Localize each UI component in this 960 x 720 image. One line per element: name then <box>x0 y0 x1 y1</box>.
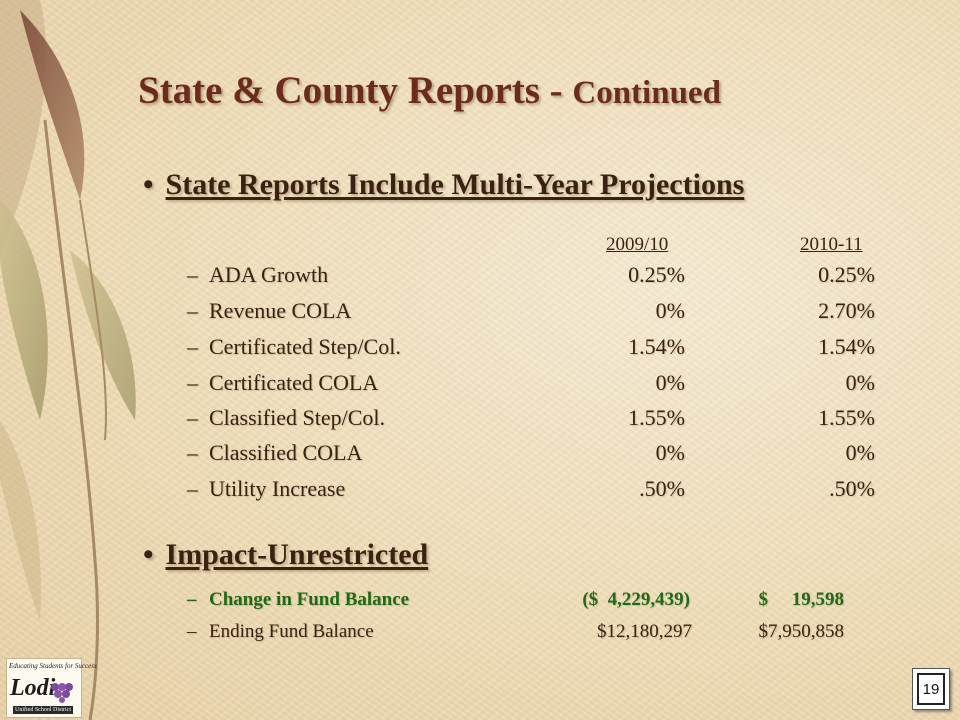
value-2010-11: 1.55% <box>818 405 875 430</box>
bullet-dot-icon: • <box>143 538 154 571</box>
bullet-text: Impact-Unrestricted <box>165 538 429 571</box>
value-2010-11: .50% <box>829 476 875 501</box>
value-2010-11: $ 19,598 <box>758 589 845 610</box>
column-header-2009-10: 2009/10 <box>606 234 669 255</box>
value-2009-10: ($ 4,229,439) <box>582 589 690 610</box>
value-2009-10: 0% <box>655 370 685 395</box>
row-label: Classified COLA <box>209 440 363 465</box>
dash-marker: – <box>187 440 198 465</box>
dash-marker: – <box>187 589 197 610</box>
row-label: Certificated COLA <box>209 370 379 395</box>
dash-marker: – <box>187 405 198 430</box>
value-2009-10: .50% <box>639 476 685 501</box>
dash-marker: – <box>187 621 197 642</box>
row-label: Ending Fund Balance <box>209 621 374 642</box>
row-label: ADA Growth <box>209 262 329 287</box>
value-2009-10: 0% <box>655 440 685 465</box>
row-label: Change in Fund Balance <box>209 589 410 610</box>
leaf-decoration-icon <box>0 0 136 720</box>
slide-title: State & County Reports - Continued <box>138 68 721 113</box>
row-label: Certificated Step/Col. <box>209 334 401 359</box>
value-2009-10: $12,180,297 <box>597 621 692 642</box>
page-number: 19 <box>917 673 945 705</box>
column-header-2010-11: 2010-11 <box>800 234 863 255</box>
bullet-dot-icon: • <box>143 168 154 201</box>
value-2009-10: 0.25% <box>628 262 685 287</box>
title-main: State & County Reports - <box>138 69 573 112</box>
value-2010-11: 1.54% <box>818 334 875 359</box>
row-label: Utility Increase <box>209 476 346 501</box>
value-2009-10: 0% <box>655 298 685 323</box>
dash-marker: – <box>187 262 198 287</box>
title-suffix: Continued <box>572 75 721 111</box>
dash-marker: – <box>187 370 198 395</box>
value-2010-11: 0% <box>845 370 875 395</box>
dash-marker: – <box>187 476 198 501</box>
district-logo: Educating Students for Success Lodi Unif… <box>6 658 97 718</box>
value-2010-11: 0.25% <box>818 262 875 287</box>
page-number-box: 19 <box>912 668 950 710</box>
value-2010-11: 0% <box>845 440 875 465</box>
logo-name: Lodi <box>10 675 56 701</box>
value-2009-10: 1.55% <box>628 405 685 430</box>
logo-tagline: Educating Students for Success <box>9 662 97 670</box>
logo-subtitle: Unified School District <box>13 706 73 714</box>
dash-marker: – <box>187 298 198 323</box>
row-label: Revenue COLA <box>209 298 352 323</box>
row-label: Classified Step/Col. <box>209 405 385 430</box>
bullet-impact-unrestricted: • Impact-Unrestricted <box>143 538 428 572</box>
bullet-text: State Reports Include Multi-Year Project… <box>165 168 745 201</box>
value-2010-11: 2.70% <box>818 298 875 323</box>
grapes-icon <box>51 683 73 703</box>
value-2010-11: $7,950,858 <box>758 621 845 642</box>
value-2009-10: 1.54% <box>628 334 685 359</box>
bullet-multi-year-projections: • State Reports Include Multi-Year Projec… <box>143 168 744 202</box>
dash-marker: – <box>187 334 198 359</box>
